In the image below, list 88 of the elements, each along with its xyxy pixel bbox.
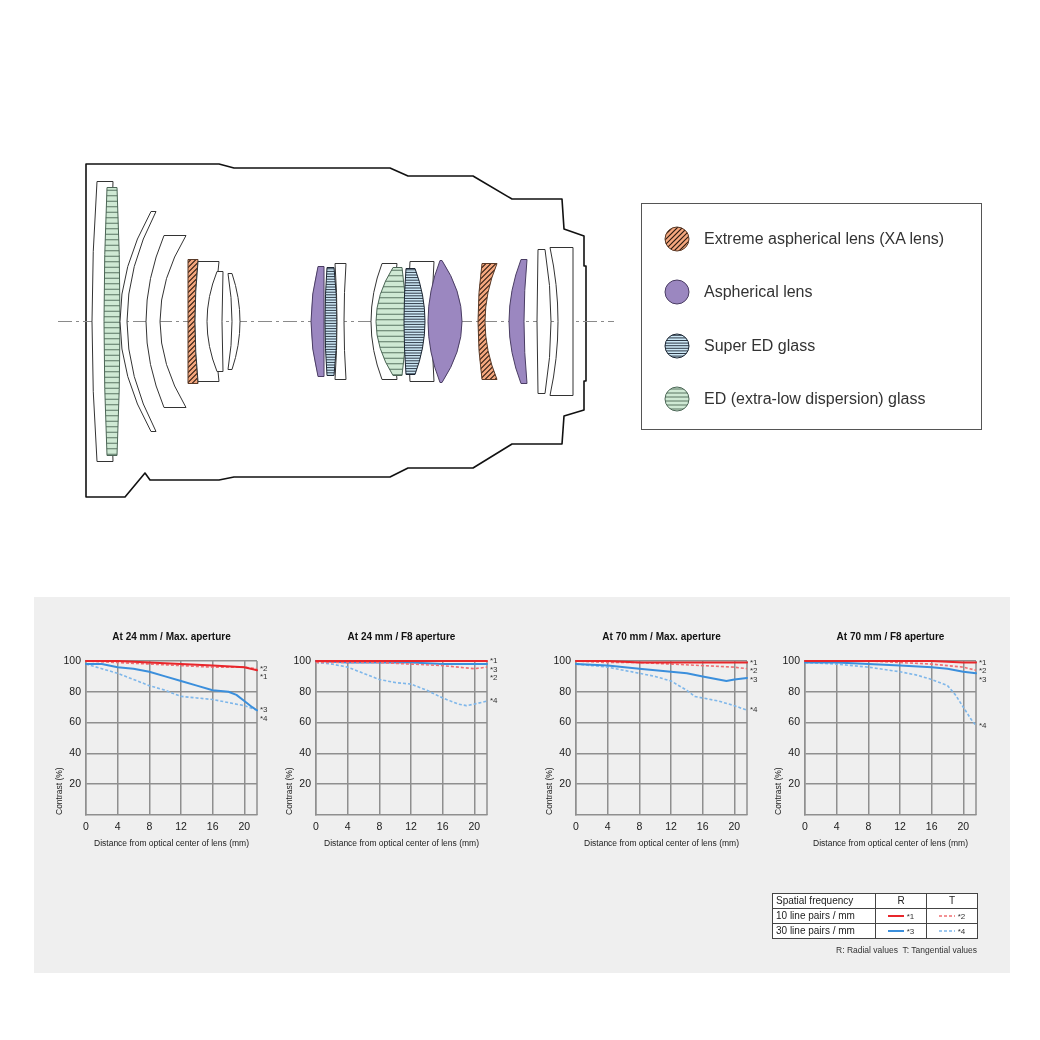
series-label: *1: [260, 672, 269, 682]
x-tick-label: 20: [728, 820, 741, 833]
x-tick-label: 16: [696, 820, 709, 833]
text: Super ED glass: [704, 335, 816, 356]
y-tick-label: 60: [788, 715, 801, 728]
x-axis-title: Distance from optical center of lens (mm): [324, 838, 480, 849]
text: *1: [906, 911, 915, 921]
x-axis-title: Distance from optical center of lens (mm): [584, 838, 740, 849]
series-label: *4: [750, 705, 759, 715]
text: Aspherical lens: [704, 282, 813, 303]
series-label: *2: [490, 673, 499, 683]
series-label: *3: [979, 674, 988, 684]
series-label: *3: [750, 674, 759, 684]
y-tick-label: 100: [293, 653, 312, 666]
series-label: *1: [750, 657, 759, 667]
x-tick-label: 4: [344, 820, 351, 833]
y-tick-label: 80: [69, 684, 82, 697]
y-tick-label: 40: [69, 746, 82, 759]
series-label: *4: [490, 696, 499, 706]
x-tick-label: 4: [114, 820, 121, 833]
line-series: [315, 661, 488, 707]
text: Extreme aspherical lens (XA lens): [704, 229, 945, 249]
y-tick-label: 60: [69, 715, 82, 728]
text: *3: [906, 926, 915, 936]
y-tick-label: 60: [559, 715, 572, 728]
y-tick-label: 100: [782, 653, 801, 666]
y-tick-label: 20: [559, 777, 572, 790]
x-tick-label: 0: [802, 820, 809, 833]
y-tick-label: 60: [299, 715, 312, 728]
y-tick-label: 20: [788, 777, 801, 790]
line-series: [315, 661, 488, 670]
series-label: *4: [979, 720, 988, 730]
y-axis-title: Contrast (%): [544, 767, 555, 815]
text: R: Radial values T: Tangential values: [836, 945, 977, 956]
x-tick-label: 12: [665, 820, 677, 833]
x-tick-label: 16: [925, 820, 938, 833]
series-label: *2: [750, 666, 759, 676]
y-tick-label: 80: [788, 684, 801, 697]
series-label: *3: [490, 664, 499, 674]
y-tick-label: 40: [559, 746, 572, 759]
x-tick-label: 4: [833, 820, 840, 833]
x-tick-label: 16: [436, 820, 449, 833]
chart-title: At 70 mm / Max. aperture: [602, 630, 722, 642]
x-tick-label: 16: [206, 820, 219, 833]
text: ED (extra-low dispersion) glass: [704, 389, 926, 410]
y-tick-label: 100: [63, 653, 82, 666]
x-tick-label: 4: [604, 820, 611, 833]
text: *2: [957, 911, 966, 921]
text: *4: [957, 926, 966, 936]
x-tick-label: 8: [376, 820, 383, 833]
series-label: *3: [260, 705, 269, 715]
y-axis-title: Contrast (%): [773, 767, 784, 815]
x-axis-title: Distance from optical center of lens (mm): [813, 838, 969, 849]
x-tick-label: 0: [313, 820, 320, 833]
y-axis-title: Contrast (%): [54, 767, 65, 815]
x-tick-label: 0: [573, 820, 580, 833]
text: T: [926, 893, 978, 909]
chart-title: At 70 mm / F8 aperture: [836, 630, 945, 642]
y-axis-title: Contrast (%): [284, 767, 295, 815]
y-tick-label: 100: [553, 653, 572, 666]
y-tick-label: 80: [559, 684, 572, 697]
series-label: *4: [260, 713, 269, 723]
x-tick-label: 8: [865, 820, 872, 833]
x-tick-label: 0: [83, 820, 90, 833]
y-tick-label: 80: [299, 684, 312, 697]
text: Spatial frequency: [772, 893, 876, 909]
series-label: *1: [490, 656, 499, 666]
text: 30 line pairs / mm: [772, 923, 876, 939]
y-tick-label: 40: [788, 746, 801, 759]
text: 10 line pairs / mm: [772, 908, 876, 924]
x-tick-label: 8: [146, 820, 153, 833]
x-tick-label: 20: [468, 820, 481, 833]
series-label: *2: [979, 666, 988, 676]
x-tick-label: 20: [238, 820, 251, 833]
chart-title: At 24 mm / F8 aperture: [347, 630, 456, 642]
series-label: *2: [260, 663, 269, 673]
x-tick-label: 20: [957, 820, 970, 833]
x-tick-label: 12: [175, 820, 187, 833]
text: R: [875, 893, 927, 909]
y-tick-label: 40: [299, 746, 312, 759]
series-label: *1: [979, 657, 988, 667]
y-tick-label: 20: [69, 777, 82, 790]
chart-title: At 24 mm / Max. aperture: [112, 630, 232, 642]
x-tick-label: 12: [405, 820, 417, 833]
x-axis-title: Distance from optical center of lens (mm): [94, 838, 250, 849]
x-tick-label: 8: [636, 820, 643, 833]
y-tick-label: 20: [299, 777, 312, 790]
x-tick-label: 12: [894, 820, 906, 833]
